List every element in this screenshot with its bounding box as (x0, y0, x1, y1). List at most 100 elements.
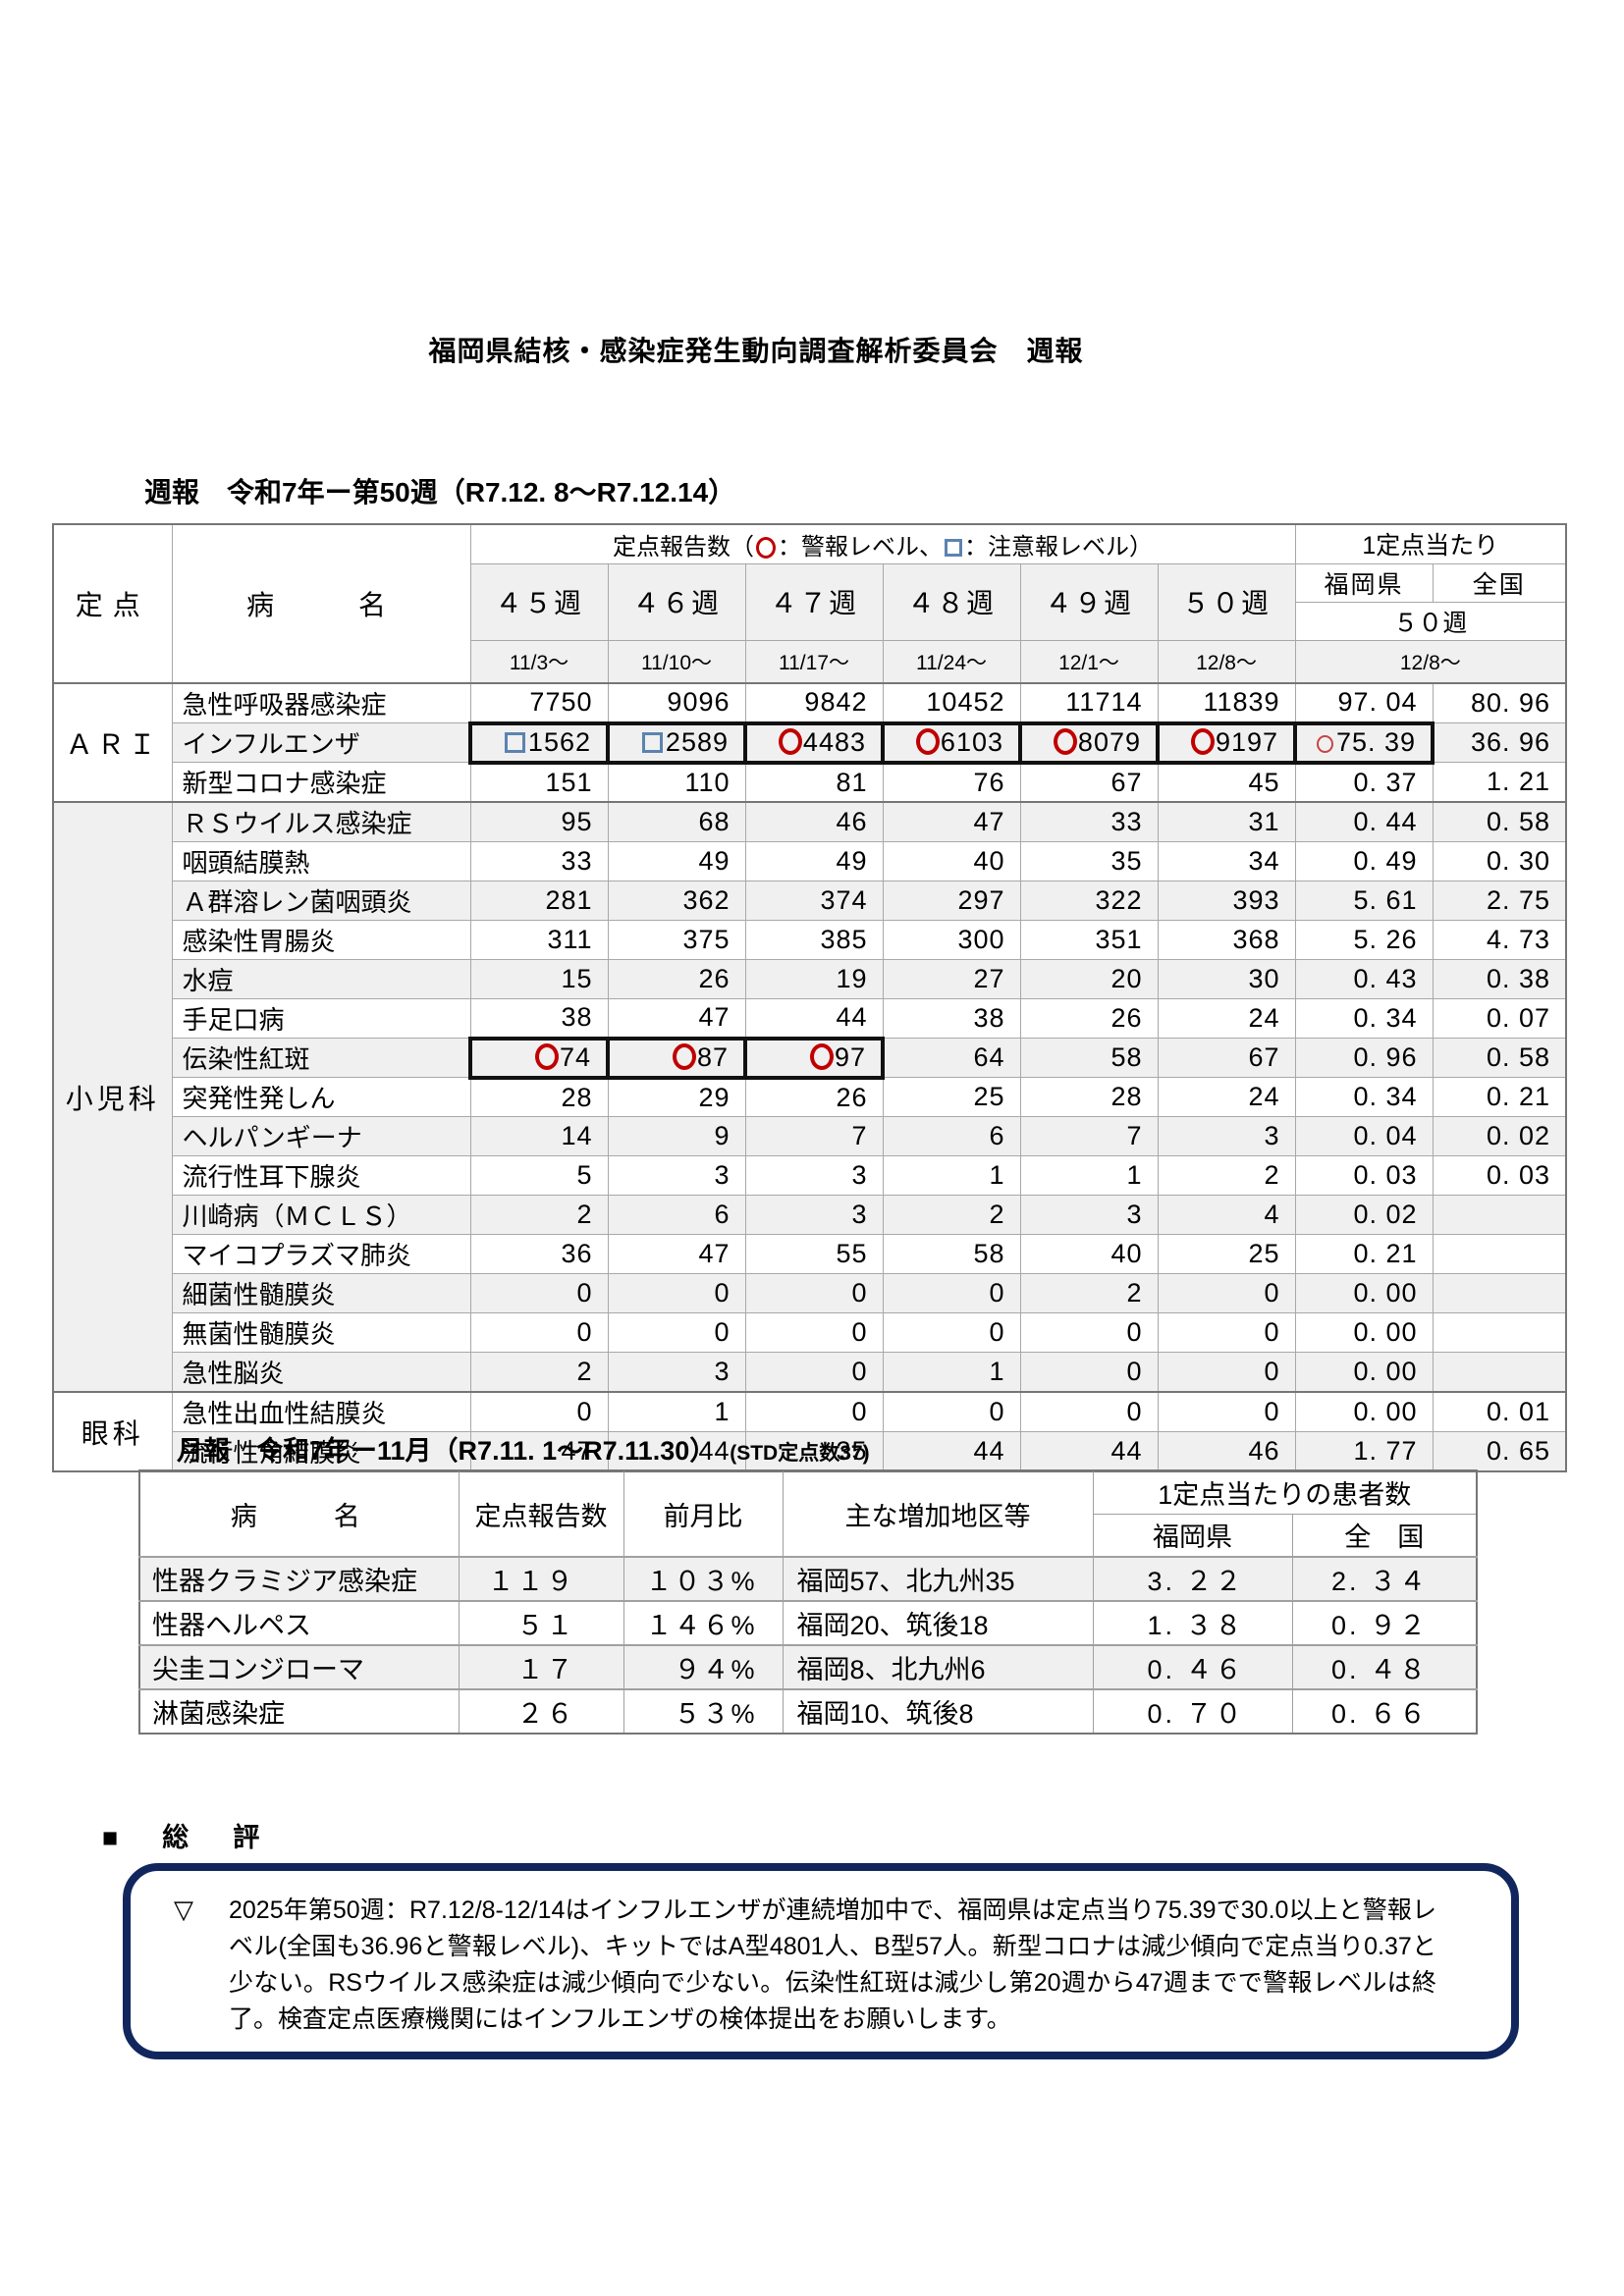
value-cell: 6 (607, 1195, 746, 1235)
table-row: ヘルパンギーナ 14 9 7 6 7 3 0. 04 0. 02 (53, 1116, 1567, 1156)
value-cell: 3 (1019, 1195, 1159, 1235)
disease-name-cell: 水痘 (171, 959, 471, 999)
col-header-per-week: ５０週 (1294, 601, 1567, 641)
value-cell: 0 (1019, 1312, 1159, 1353)
value-cell: 3 (744, 1195, 884, 1235)
summary-text: 2025年第50週：R7.12/8-12/14はインフルエンザが連続増加中で、福… (229, 1896, 1436, 2033)
disease-name-cell: 急性脳炎 (171, 1352, 471, 1393)
value-cell: 6 (882, 1116, 1021, 1156)
fukuoka-rate-cell: 3. ２２ (1092, 1556, 1293, 1602)
value-cell: 2. 75 (1432, 881, 1567, 921)
value-cell: 44 (744, 998, 884, 1039)
alert-circle-icon (1316, 735, 1333, 753)
week-49-date: 12/1～ (1019, 639, 1159, 684)
table-row: 性器クラミジア感染症 １１９ １０３% 福岡57、北九州35 3. ２２ 2. ３４ (138, 1556, 1478, 1602)
value-cell: 20 (1019, 959, 1159, 999)
table-row: 感染性胃腸炎 311 375 385 300 351 368 5. 26 4. 73 (53, 920, 1567, 960)
value-cell: 24 (1157, 998, 1296, 1039)
value-cell: 33 (469, 841, 609, 881)
value-cell: 0 (744, 1391, 884, 1432)
value-cell: 76 (882, 762, 1021, 803)
disease-name-cell: 手足口病 (171, 998, 471, 1039)
value-cell: 0. 38 (1432, 959, 1567, 999)
value-cell: 4 (1157, 1195, 1296, 1235)
value-cell: 375 (607, 920, 746, 960)
value-cell: 35 (1019, 841, 1159, 881)
value-cell: 64 (882, 1038, 1021, 1078)
value-cell: 31 (1157, 801, 1296, 842)
alert-circle-icon (534, 1043, 559, 1070)
weekly-header-row-3: ５０週 (53, 601, 1567, 641)
fukuoka-rate-cell: 0. ４６ (1092, 1644, 1293, 1690)
col-header-fukuoka: 福岡県 (1294, 562, 1434, 603)
value-cell: 0. 49 (1294, 841, 1434, 881)
disease-name-cell: 突発性発しん (171, 1077, 471, 1117)
value-cell: 0. 07 (1432, 998, 1567, 1039)
value-cell: 47 (882, 801, 1021, 842)
value-cell (1432, 1273, 1567, 1313)
national-rate-cell: 0. ６６ (1291, 1688, 1478, 1735)
national-rate-cell: 0. ４８ (1291, 1644, 1478, 1690)
table-row: 川崎病（ＭＣＬＳ） 2 6 3 2 3 4 0. 02 (53, 1195, 1567, 1235)
value-cell: 368 (1157, 920, 1296, 960)
value-cell: 40 (882, 841, 1021, 881)
value-cell: 2 (882, 1195, 1021, 1235)
value-cell: 281 (469, 881, 609, 921)
value-cell: 0. 96 (1294, 1038, 1434, 1078)
value-cell: 36. 96 (1432, 722, 1567, 763)
value-cell: 26 (744, 1077, 884, 1117)
table-row: 眼科 急性出血性結膜炎 0 1 0 0 0 0 0. 00 0. 01 (52, 1391, 1567, 1472)
disease-name-cell: ＲＳウイルス感染症 (171, 801, 471, 842)
value-cell: 19 (744, 959, 884, 999)
weekly-report-subtitle: 週報 令和7年ー第50週（R7.12. 8～R7.12.14） (144, 477, 736, 507)
value-cell: 1 (882, 1155, 1021, 1196)
col-header-week-47: ４７週 (744, 562, 884, 641)
value-cell: 0 (882, 1391, 1021, 1432)
report-count-cell: ５１ (458, 1600, 624, 1646)
value-cell: 0 (1157, 1273, 1296, 1313)
col-header-monthly-disease: 病 名 (138, 1469, 460, 1558)
col-header-sentinel: 定点 (52, 523, 173, 684)
table-row: 急性脳炎 2 3 0 1 0 0 0. 00 (53, 1352, 1567, 1393)
value-cell (1432, 1312, 1567, 1353)
value-cell: 2 (1157, 1155, 1296, 1196)
report-count-cell: １１９ (458, 1556, 624, 1602)
sentinel-category-cell: ＡＲＩ (52, 682, 173, 803)
table-row: 細菌性髄膜炎 0 0 0 0 2 0 0. 00 (53, 1273, 1567, 1313)
monthly-header-row-2: 福岡県 全 国 (139, 1513, 1478, 1558)
value-cell: 28 (469, 1077, 609, 1117)
value-cell: 38 (469, 998, 609, 1039)
value-cell: 75. 39 (1293, 721, 1435, 765)
value-cell: 3 (744, 1155, 884, 1196)
disease-name-cell: 新型コロナ感染症 (171, 762, 471, 803)
disease-name-cell: マイコプラズマ肺炎 (171, 1234, 471, 1274)
disease-name-cell: 無菌性髄膜炎 (171, 1312, 471, 1353)
table-row: マイコプラズマ肺炎 36 47 55 58 40 25 0. 21 (53, 1234, 1567, 1274)
value-cell: 6103 (881, 721, 1022, 765)
value-cell: 5 (469, 1155, 609, 1196)
value-cell: 35 (744, 1431, 884, 1472)
value-cell: 362 (607, 881, 746, 921)
value-cell: 2 (469, 1352, 609, 1393)
value-cell: 1 (607, 1391, 746, 1432)
value-cell: 9096 (607, 682, 746, 723)
weekly-header-row-1: 定点 病 名 定点報告数（ ：警報レベル、 ：注意報レベル） 1定点当たり (52, 523, 1567, 684)
table-row: 水痘 15 26 19 27 20 30 0. 43 0. 38 (53, 959, 1567, 999)
table-row: 性器ヘルペス ５１ １４６% 福岡20、筑後18 1. ３８ 0. ９２ (138, 1600, 1478, 1646)
alert-circle-icon (1190, 728, 1215, 755)
value-cell: 110 (607, 762, 746, 803)
monthly-subtitle-text: 月報 令和7年ー11月（R7.11. 1～R7.11.30） (177, 1436, 717, 1466)
increase-areas-cell: 福岡20、筑後18 (782, 1600, 1094, 1646)
value-cell: 0. 03 (1432, 1155, 1567, 1196)
value-cell: 95 (469, 801, 609, 842)
sentinel-category-cell: 小児科 (52, 801, 173, 1393)
value-cell: 25 (1157, 1234, 1296, 1274)
value-cell: 24 (1157, 1077, 1296, 1117)
summary-heading: ■ 総 評 (102, 1823, 269, 1852)
disease-name-cell: 急性出血性結膜炎 (171, 1391, 471, 1432)
value-cell: 311 (469, 920, 609, 960)
table-row: 流行性角結膜炎 47 44 35 44 44 46 1. 77 0. 65 (53, 1431, 1567, 1472)
value-cell: 393 (1157, 881, 1296, 921)
value-cell: 46 (744, 801, 884, 842)
value-cell: 97 (743, 1036, 885, 1080)
